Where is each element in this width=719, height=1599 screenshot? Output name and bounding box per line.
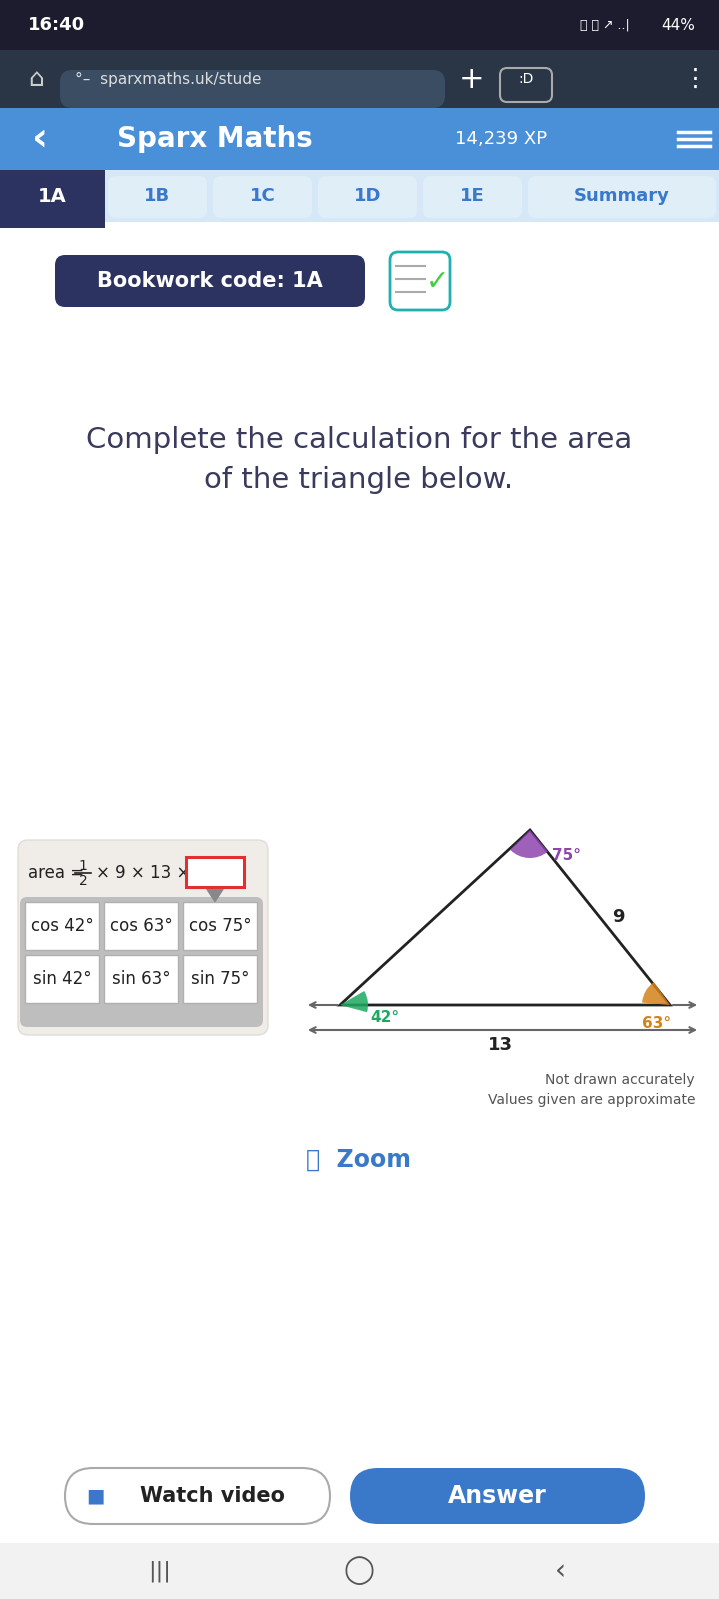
Text: 1D: 1D xyxy=(354,187,381,205)
Text: 63°: 63° xyxy=(642,1015,671,1030)
Text: 42°: 42° xyxy=(370,1009,399,1025)
Polygon shape xyxy=(340,830,670,1006)
Text: 44%: 44% xyxy=(661,18,695,32)
Text: Not drawn accurately: Not drawn accurately xyxy=(546,1073,695,1087)
Text: |||: ||| xyxy=(149,1561,171,1581)
Text: 🔍  Zoom: 🔍 Zoom xyxy=(306,1148,411,1172)
Text: 1E: 1E xyxy=(460,187,485,205)
Bar xyxy=(25,902,99,950)
Text: Values given are approximate: Values given are approximate xyxy=(487,1094,695,1107)
FancyBboxPatch shape xyxy=(390,253,450,310)
Text: of the triangle below.: of the triangle below. xyxy=(204,465,513,494)
Text: 1: 1 xyxy=(78,859,88,873)
Text: 13: 13 xyxy=(487,1036,513,1054)
Bar xyxy=(104,902,178,950)
Bar xyxy=(0,0,719,50)
Text: cos 75°: cos 75° xyxy=(188,916,252,935)
Text: sin 63°: sin 63° xyxy=(111,971,170,988)
Text: +: + xyxy=(459,64,485,93)
Text: 16:40: 16:40 xyxy=(28,16,85,34)
Text: 9: 9 xyxy=(612,908,624,926)
Text: °–  sparxmaths.uk/stude: °– sparxmaths.uk/stude xyxy=(75,72,262,86)
Text: Answer: Answer xyxy=(448,1484,547,1508)
Text: 14,239 XP: 14,239 XP xyxy=(455,130,547,149)
Bar xyxy=(0,109,719,169)
Text: 1B: 1B xyxy=(145,187,170,205)
FancyBboxPatch shape xyxy=(213,176,312,217)
Text: ✓: ✓ xyxy=(426,269,449,296)
Bar xyxy=(186,857,244,887)
Text: cos 42°: cos 42° xyxy=(31,916,93,935)
Text: Bookwork code: 1A: Bookwork code: 1A xyxy=(97,270,323,291)
FancyBboxPatch shape xyxy=(65,1468,330,1524)
Text: 1A: 1A xyxy=(38,187,67,206)
Bar xyxy=(183,955,257,1003)
Text: 75°: 75° xyxy=(552,847,581,862)
FancyBboxPatch shape xyxy=(528,176,716,217)
Bar xyxy=(104,955,178,1003)
Text: ⏰ 🔕 ↗ ..|: ⏰ 🔕 ↗ ..| xyxy=(580,19,630,32)
FancyBboxPatch shape xyxy=(18,839,268,1035)
FancyBboxPatch shape xyxy=(60,70,445,109)
Text: cos 63°: cos 63° xyxy=(109,916,173,935)
FancyBboxPatch shape xyxy=(20,897,263,1027)
Text: sin 75°: sin 75° xyxy=(191,971,249,988)
Text: ‹: ‹ xyxy=(32,120,48,158)
Bar xyxy=(0,169,719,222)
Text: ◯: ◯ xyxy=(344,1556,375,1586)
Bar xyxy=(0,169,105,229)
Text: Watch video: Watch video xyxy=(140,1485,285,1506)
Text: 2: 2 xyxy=(78,875,88,887)
Polygon shape xyxy=(206,889,224,903)
Text: Sparx Maths: Sparx Maths xyxy=(117,125,313,154)
Wedge shape xyxy=(510,830,548,859)
FancyBboxPatch shape xyxy=(350,1468,645,1524)
Wedge shape xyxy=(340,991,368,1012)
FancyBboxPatch shape xyxy=(108,176,207,217)
Text: ■: ■ xyxy=(86,1487,104,1506)
Text: 1C: 1C xyxy=(249,187,275,205)
Text: × 9 × 13 ×: × 9 × 13 × xyxy=(96,863,191,883)
Text: ⌂: ⌂ xyxy=(28,67,44,91)
Text: Complete the calculation for the area: Complete the calculation for the area xyxy=(86,425,632,454)
Text: Summary: Summary xyxy=(574,187,670,205)
Bar xyxy=(183,902,257,950)
Text: ⋮: ⋮ xyxy=(682,67,707,91)
Wedge shape xyxy=(642,982,670,1006)
FancyBboxPatch shape xyxy=(55,254,365,307)
Bar xyxy=(0,50,719,109)
Bar xyxy=(25,955,99,1003)
Bar xyxy=(0,1543,719,1599)
Text: ‹: ‹ xyxy=(554,1557,566,1585)
Text: :D: :D xyxy=(518,72,533,86)
FancyBboxPatch shape xyxy=(423,176,522,217)
Text: sin 42°: sin 42° xyxy=(32,971,91,988)
FancyBboxPatch shape xyxy=(318,176,417,217)
Text: area =: area = xyxy=(28,863,89,883)
